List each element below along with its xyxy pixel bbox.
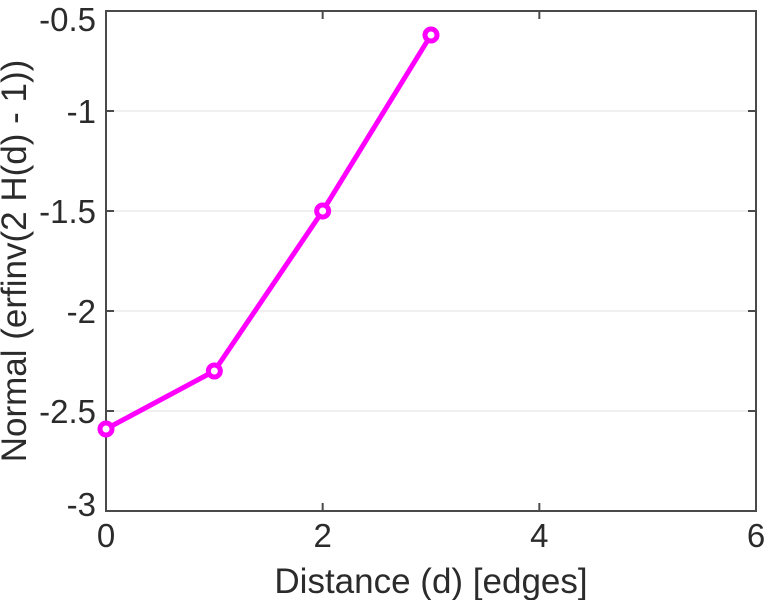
y-tick-label: -1.5: [39, 193, 96, 230]
data-point-marker: [205, 362, 223, 380]
x-tick-label: 0: [97, 517, 115, 554]
data-line: [103, 32, 434, 432]
y-tick-label: -1: [67, 93, 96, 130]
y-tick-label: -0.5: [39, 1, 96, 38]
y-tick-label: -2: [67, 293, 96, 330]
x-axis-label: Distance (d) [edges]: [274, 562, 587, 600]
data-point-marker: [422, 26, 440, 44]
plot-frame: [105, 10, 757, 512]
x-tick-label: 6: [747, 517, 765, 554]
gridlines: [106, 110, 756, 412]
data-point-marker: [314, 202, 332, 220]
tick-labels: 0 2 4 6 -3 -2.5 -2 -1.5 -1 -0.5: [39, 1, 765, 554]
y-tick-label: -3: [67, 486, 96, 523]
y-axis-label: Normal (erfinv(2 H(d) - 1)): [0, 60, 34, 463]
data-point-marker: [97, 420, 115, 438]
y-tick-label: -2.5: [39, 393, 96, 430]
x-tick-label: 4: [530, 517, 548, 554]
tick-marks: [105, 10, 757, 512]
axes-frame: [105, 10, 757, 512]
x-tick-label: 2: [313, 517, 331, 554]
data-series: [97, 26, 440, 438]
